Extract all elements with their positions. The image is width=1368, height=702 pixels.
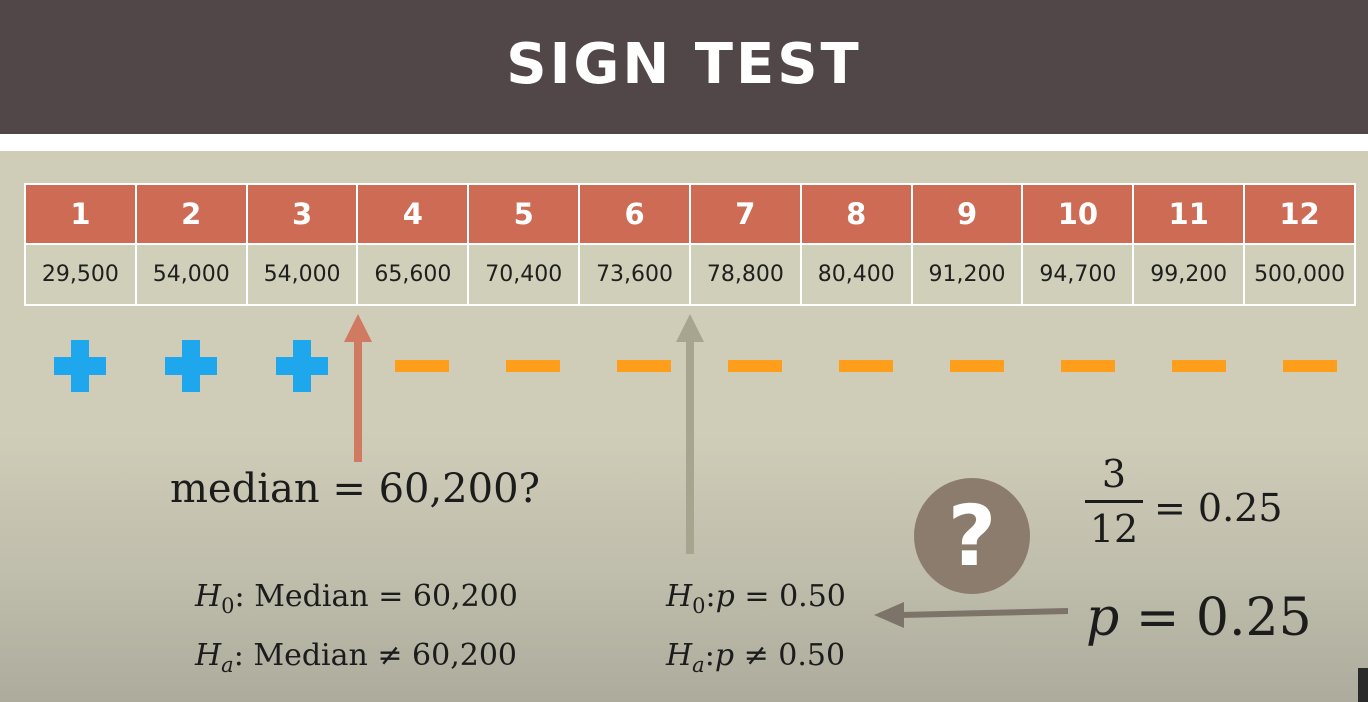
null-hypothesis-median: H0: Median = 60,200 [195, 579, 518, 618]
proportion-arrow [676, 314, 704, 554]
median-arrow [344, 314, 372, 462]
value-cell: 29,500 [24, 243, 137, 306]
minus-sign-icon [1282, 360, 1337, 372]
proportion-hypotheses: H0:p = 0.50 Ha:p ≠ 0.50 [666, 572, 846, 690]
median-question: median = 60,200? [170, 466, 540, 512]
title-bar [0, 0, 1368, 134]
alt-hypothesis-p: Ha:p ≠ 0.50 [666, 638, 846, 677]
minus-sign-icon [838, 360, 893, 372]
slide-title: SIGN TEST [506, 32, 862, 97]
index-cell: 2 [134, 183, 248, 245]
fraction-numerator: 3 [1101, 452, 1127, 496]
plus-sign-icon [53, 340, 106, 392]
plus-sign-icon [275, 340, 328, 392]
index-cell: 4 [356, 183, 470, 245]
minus-sign-icon [1060, 360, 1115, 372]
index-cell: 3 [245, 183, 359, 245]
value-cell: 500,000 [1243, 243, 1356, 306]
fraction-bar [1085, 500, 1143, 503]
value-cell: 91,200 [910, 243, 1024, 306]
index-cell: 6 [578, 183, 691, 245]
value-cell: 54,000 [134, 243, 248, 306]
value-cell: 94,700 [1021, 243, 1135, 306]
minus-sign-icon [949, 360, 1004, 372]
index-cell: 7 [688, 183, 802, 245]
value-cell: 99,200 [1132, 243, 1246, 306]
null-hypothesis-p: H0:p = 0.50 [666, 579, 846, 618]
index-cell: 12 [1243, 183, 1356, 245]
fraction-denominator: 12 [1089, 507, 1139, 551]
index-cell: 11 [1132, 183, 1246, 245]
p-estimate: p = 0.25 [1086, 588, 1312, 648]
plus-sign-icon [164, 340, 217, 392]
index-cell: 9 [910, 183, 1024, 245]
title-bar-divider [0, 134, 1368, 151]
index-cell: 5 [467, 183, 581, 245]
value-cell: 73,600 [578, 243, 691, 306]
minus-sign-icon [616, 360, 671, 372]
corner-mark [1358, 668, 1368, 702]
minus-sign-icon [727, 360, 782, 372]
median-hypotheses: H0: Median = 60,200 Ha: Median ≠ 60,200 [195, 572, 518, 690]
value-cell: 54,000 [245, 243, 359, 306]
minus-sign-icon [394, 360, 449, 372]
value-row: 29,500 54,000 54,000 65,600 70,400 73,60… [24, 243, 1356, 306]
value-cell: 70,400 [467, 243, 581, 306]
question-mark-icon: ? [914, 478, 1030, 594]
value-cell: 65,600 [356, 243, 470, 306]
data-table: 1 2 3 4 5 6 7 8 9 10 11 12 29,500 54,000… [24, 183, 1356, 306]
value-cell: 78,800 [688, 243, 802, 306]
fraction: 3 12 [1085, 452, 1143, 551]
back-arrow [874, 602, 1068, 628]
minus-sign-icon [505, 360, 560, 372]
value-cell: 80,400 [799, 243, 913, 306]
index-row: 1 2 3 4 5 6 7 8 9 10 11 12 [24, 183, 1356, 245]
index-cell: 8 [799, 183, 913, 245]
index-cell: 10 [1021, 183, 1135, 245]
minus-sign-icon [1171, 360, 1226, 372]
fraction-result: = 0.25 [1154, 486, 1283, 530]
index-cell: 1 [24, 183, 137, 245]
alt-hypothesis-median: Ha: Median ≠ 60,200 [195, 638, 518, 677]
